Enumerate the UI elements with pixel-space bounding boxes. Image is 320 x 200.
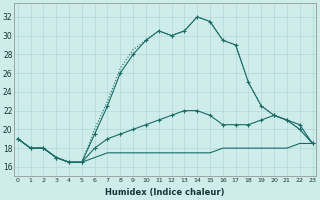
X-axis label: Humidex (Indice chaleur): Humidex (Indice chaleur) [105, 188, 225, 197]
